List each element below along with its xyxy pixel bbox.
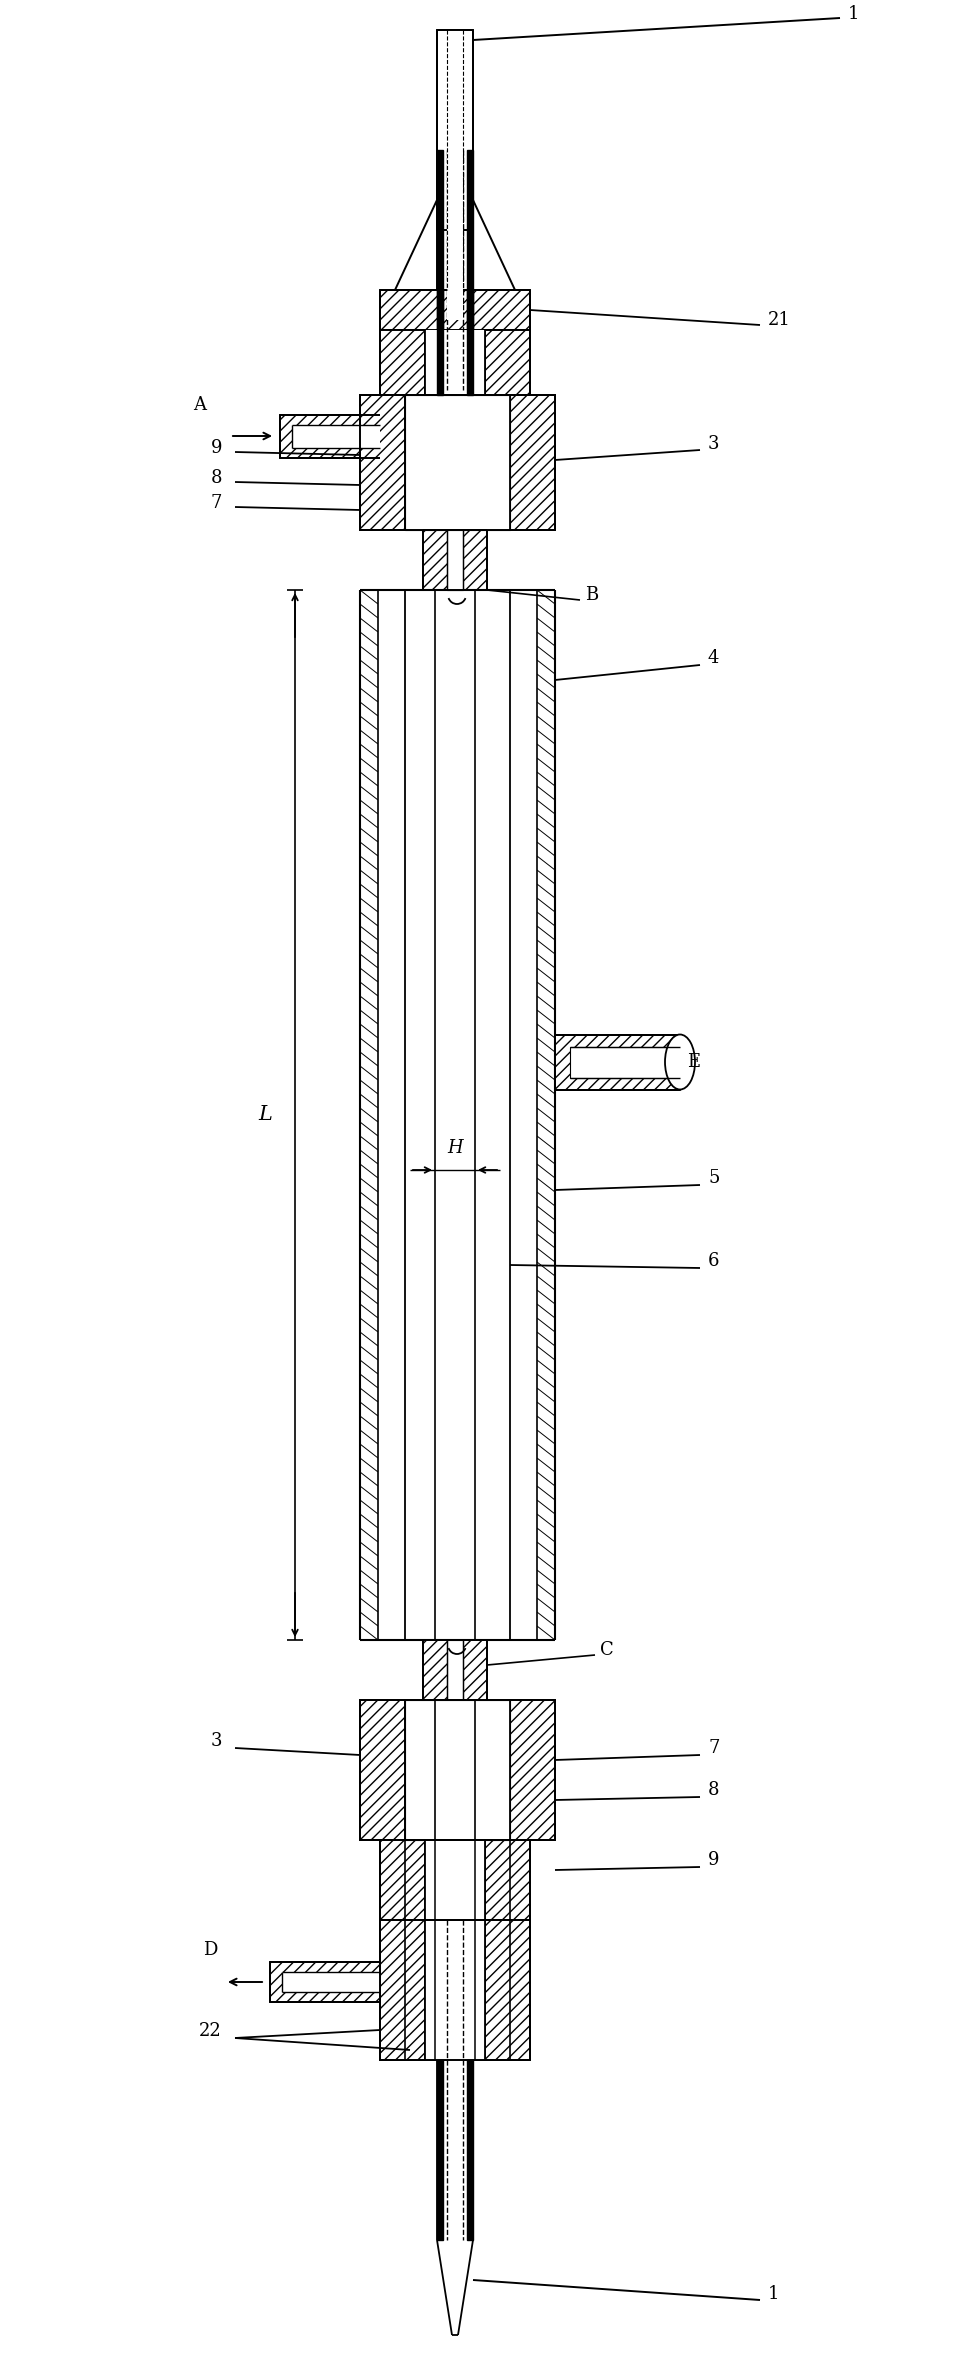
Bar bbox=[380, 290, 530, 330]
Text: L: L bbox=[258, 1106, 272, 1125]
Bar bbox=[380, 1841, 530, 1921]
Bar bbox=[405, 1700, 510, 1841]
Text: 6: 6 bbox=[708, 1252, 720, 1271]
Bar bbox=[423, 530, 487, 591]
Bar bbox=[485, 1921, 530, 2060]
Bar bbox=[280, 414, 380, 459]
Text: 9: 9 bbox=[708, 1850, 720, 1869]
Text: 22: 22 bbox=[199, 2022, 222, 2041]
Bar bbox=[447, 1641, 463, 1700]
Text: 3: 3 bbox=[708, 435, 720, 452]
Bar bbox=[380, 1921, 530, 2060]
Text: 4: 4 bbox=[708, 650, 720, 666]
Text: 7: 7 bbox=[708, 1740, 720, 1756]
Polygon shape bbox=[437, 290, 443, 395]
Text: H: H bbox=[448, 1139, 463, 1158]
Bar bbox=[380, 1841, 425, 1921]
Bar bbox=[378, 591, 405, 1641]
Bar bbox=[360, 395, 555, 530]
Text: 1: 1 bbox=[848, 5, 860, 24]
Bar bbox=[380, 330, 425, 395]
Polygon shape bbox=[467, 151, 473, 391]
Bar bbox=[423, 1641, 487, 1700]
Bar bbox=[510, 591, 537, 1641]
Bar bbox=[270, 1961, 380, 2001]
Bar bbox=[425, 1921, 485, 2060]
Bar bbox=[425, 330, 485, 395]
Bar bbox=[292, 426, 380, 447]
Polygon shape bbox=[467, 290, 473, 395]
Text: 8: 8 bbox=[211, 468, 222, 487]
Polygon shape bbox=[467, 2060, 473, 2241]
Bar bbox=[282, 1973, 380, 1991]
Bar bbox=[380, 1921, 425, 2060]
Bar bbox=[485, 330, 530, 395]
Text: 9: 9 bbox=[211, 438, 222, 457]
Bar bbox=[360, 1700, 555, 1841]
Polygon shape bbox=[437, 151, 443, 391]
Bar bbox=[510, 1700, 555, 1841]
Text: 1: 1 bbox=[768, 2286, 779, 2302]
Text: B: B bbox=[585, 586, 599, 605]
Bar bbox=[435, 591, 475, 1641]
Bar bbox=[437, 31, 473, 231]
Bar bbox=[447, 530, 463, 591]
Bar bbox=[360, 395, 405, 530]
Text: 3: 3 bbox=[211, 1733, 222, 1749]
Text: A: A bbox=[193, 395, 207, 414]
Text: 8: 8 bbox=[708, 1782, 720, 1798]
Text: 21: 21 bbox=[768, 311, 791, 330]
Bar bbox=[425, 1841, 485, 1921]
Bar bbox=[485, 1841, 530, 1921]
Bar bbox=[570, 1048, 680, 1078]
Bar bbox=[447, 31, 463, 419]
Text: C: C bbox=[600, 1641, 613, 1660]
Bar bbox=[405, 395, 510, 530]
Bar bbox=[360, 1700, 405, 1841]
Ellipse shape bbox=[665, 1033, 695, 1090]
Text: D: D bbox=[203, 1942, 217, 1959]
Bar bbox=[447, 31, 463, 320]
Bar bbox=[555, 1036, 680, 1090]
Polygon shape bbox=[437, 2060, 443, 2241]
Bar bbox=[447, 2060, 463, 2241]
Text: 7: 7 bbox=[211, 494, 222, 513]
Text: 5: 5 bbox=[708, 1170, 720, 1186]
Bar bbox=[510, 395, 555, 530]
Text: E: E bbox=[687, 1052, 700, 1071]
